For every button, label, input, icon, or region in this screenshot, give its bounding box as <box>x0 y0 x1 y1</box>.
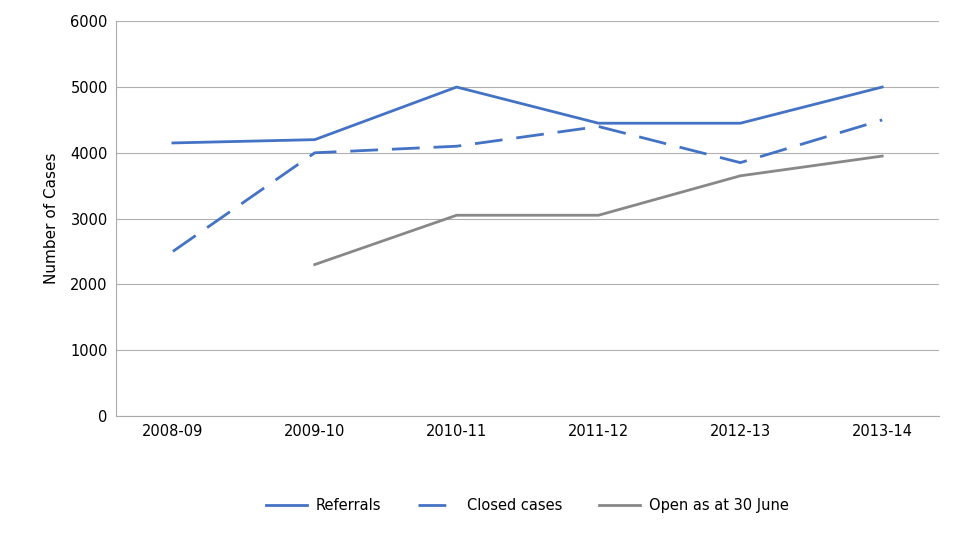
Y-axis label: Number of Cases: Number of Cases <box>45 153 59 284</box>
Legend: Referrals, Closed cases, Open as at 30 June: Referrals, Closed cases, Open as at 30 J… <box>260 492 795 519</box>
